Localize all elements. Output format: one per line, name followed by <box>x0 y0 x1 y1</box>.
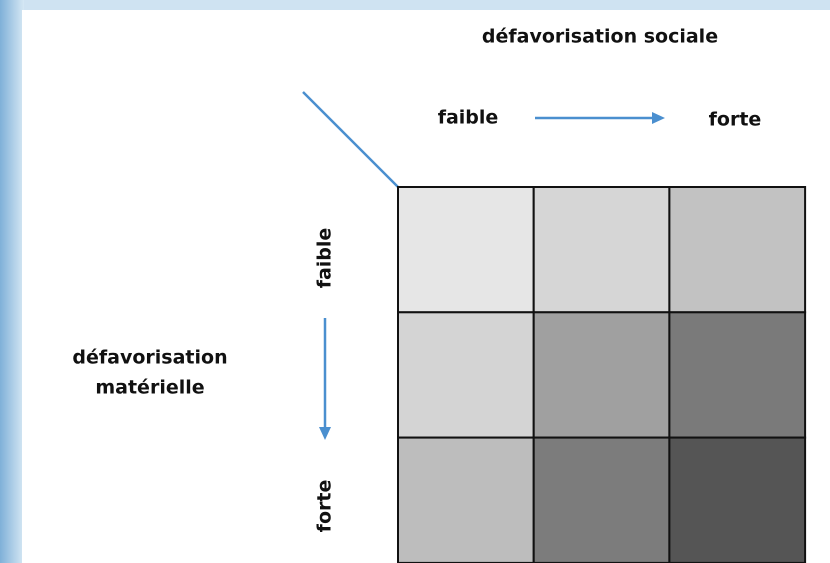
grid-cell <box>532 311 671 439</box>
grid-cell <box>668 436 807 563</box>
grid-cell <box>532 186 671 314</box>
grid-cell <box>668 311 807 439</box>
row-arrow-head <box>319 427 331 440</box>
grid <box>397 186 807 563</box>
column-high: forte <box>709 109 762 131</box>
row-title: matérielle <box>95 377 204 399</box>
grid-cell <box>532 436 671 563</box>
column-title: défavorisation sociale <box>482 26 718 48</box>
column-arrow-head <box>652 112 665 124</box>
column-low: faible <box>438 107 499 129</box>
row-high: forte <box>314 480 336 533</box>
frame-edge <box>0 0 24 563</box>
grid-cell <box>397 436 535 563</box>
grid-cell <box>397 311 535 439</box>
row-low: faible <box>314 228 336 289</box>
row-title: défavorisation <box>72 347 227 369</box>
grid-cell <box>397 186 535 314</box>
corner-line <box>302 91 399 188</box>
grid-cell <box>668 186 807 314</box>
